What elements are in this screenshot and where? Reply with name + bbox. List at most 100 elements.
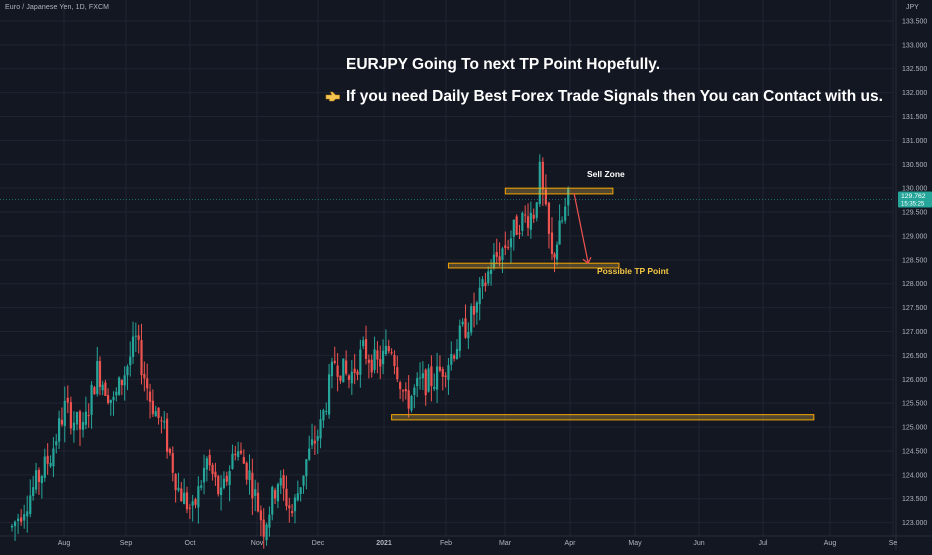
candle-body <box>529 212 532 230</box>
candle-body <box>444 375 447 378</box>
candle-body <box>188 507 191 509</box>
time-tick-label: Se <box>889 540 898 547</box>
sell-zone-label: Sell Zone <box>587 169 625 179</box>
candle-body <box>364 339 368 359</box>
candle-body <box>160 420 163 422</box>
candle-body <box>450 354 453 365</box>
candle-body <box>29 495 32 515</box>
candle-body <box>75 411 79 425</box>
candle-body <box>541 161 544 190</box>
candle-body <box>418 377 422 379</box>
candle-body <box>555 244 559 260</box>
price-tick-label: 129.500 <box>902 210 927 217</box>
time-tick-label: Mar <box>499 540 512 547</box>
candle-body <box>447 365 450 380</box>
candle-body <box>416 378 419 387</box>
candle-body <box>104 382 107 397</box>
candle-body <box>106 395 110 403</box>
candle-body <box>202 467 206 483</box>
candle-body <box>325 411 328 413</box>
candle-body <box>467 332 470 339</box>
candle-body <box>367 359 370 363</box>
candle-body <box>13 521 17 527</box>
candle-body <box>302 475 305 486</box>
candle-body <box>217 476 220 495</box>
candle-body <box>384 345 388 355</box>
candle-body <box>478 287 481 305</box>
candle-body <box>228 471 231 486</box>
candle-body <box>180 488 183 502</box>
candle-body <box>117 377 121 395</box>
candle-body <box>495 252 498 257</box>
candle-body <box>435 366 439 390</box>
candle-body <box>421 373 424 379</box>
candle-body <box>55 441 58 446</box>
candle-body <box>101 384 104 391</box>
candle-body <box>521 212 524 231</box>
symbol-title[interactable]: Euro / Japanese Yen, 1D, FXCM <box>5 4 110 11</box>
candle-body <box>472 306 476 315</box>
candle-body <box>515 216 518 235</box>
candle-body <box>489 269 493 274</box>
candle-body <box>16 518 20 522</box>
candle-body <box>90 384 93 415</box>
candle-body <box>112 396 115 401</box>
candle-body <box>438 366 442 371</box>
candle-body <box>183 492 186 504</box>
candle-body <box>532 214 535 219</box>
subheadline-text: If you need Daily Best Forex Trade Signa… <box>346 88 883 105</box>
subheadline: If you need Daily Best Forex Trade Signa… <box>325 88 883 106</box>
price-tick-label: 128.000 <box>902 281 927 288</box>
candle-body <box>276 484 280 502</box>
current-price-value: 129.762 <box>901 193 926 200</box>
price-tick-label: 127.500 <box>902 305 927 312</box>
time-tick-label: Jun <box>693 540 704 547</box>
price-tick-label: 125.500 <box>902 401 927 408</box>
time-tick-label: Oct <box>185 540 196 547</box>
candle-body <box>453 355 456 359</box>
candle-body <box>282 475 285 489</box>
candle-body <box>69 402 72 429</box>
pointing-hand-icon <box>325 91 340 102</box>
candle-body <box>78 411 82 430</box>
time-tick-label: Sep <box>120 540 133 547</box>
candle-body <box>131 336 135 357</box>
price-tick-label: 124.000 <box>902 472 927 479</box>
candle-body <box>498 256 501 262</box>
price-tick-label: 126.500 <box>902 353 927 360</box>
candle-body <box>87 415 90 417</box>
candle-body <box>32 487 35 496</box>
price-tick-label: 130.000 <box>902 186 927 193</box>
candle-body <box>194 499 197 505</box>
time-tick-label: Feb <box>440 540 452 547</box>
candle-body <box>524 214 527 216</box>
candle-body <box>126 366 129 376</box>
candle-body <box>63 400 66 427</box>
candle-body <box>484 282 487 286</box>
candle-body <box>72 422 76 431</box>
candle-body <box>84 411 87 425</box>
candle-body <box>399 382 402 390</box>
candle-body <box>501 248 504 261</box>
candle-body <box>376 350 379 360</box>
candle-body <box>20 517 23 522</box>
currency-label: JPY <box>906 4 919 11</box>
candle-body <box>140 340 143 376</box>
candle-body <box>487 271 490 284</box>
candle-body <box>509 238 513 248</box>
candle-body <box>401 390 405 392</box>
candle-body <box>293 497 297 512</box>
candle-body <box>461 321 464 325</box>
candle-body <box>393 354 396 367</box>
candle-body <box>492 254 496 269</box>
candle-body <box>507 247 510 249</box>
candle-body <box>342 358 345 383</box>
time-tick-label: 2021 <box>376 540 392 547</box>
candle-body <box>268 514 271 528</box>
candle-body <box>251 472 254 499</box>
candle-body <box>211 464 214 475</box>
candle-body <box>308 448 311 460</box>
candle-body <box>46 455 49 464</box>
